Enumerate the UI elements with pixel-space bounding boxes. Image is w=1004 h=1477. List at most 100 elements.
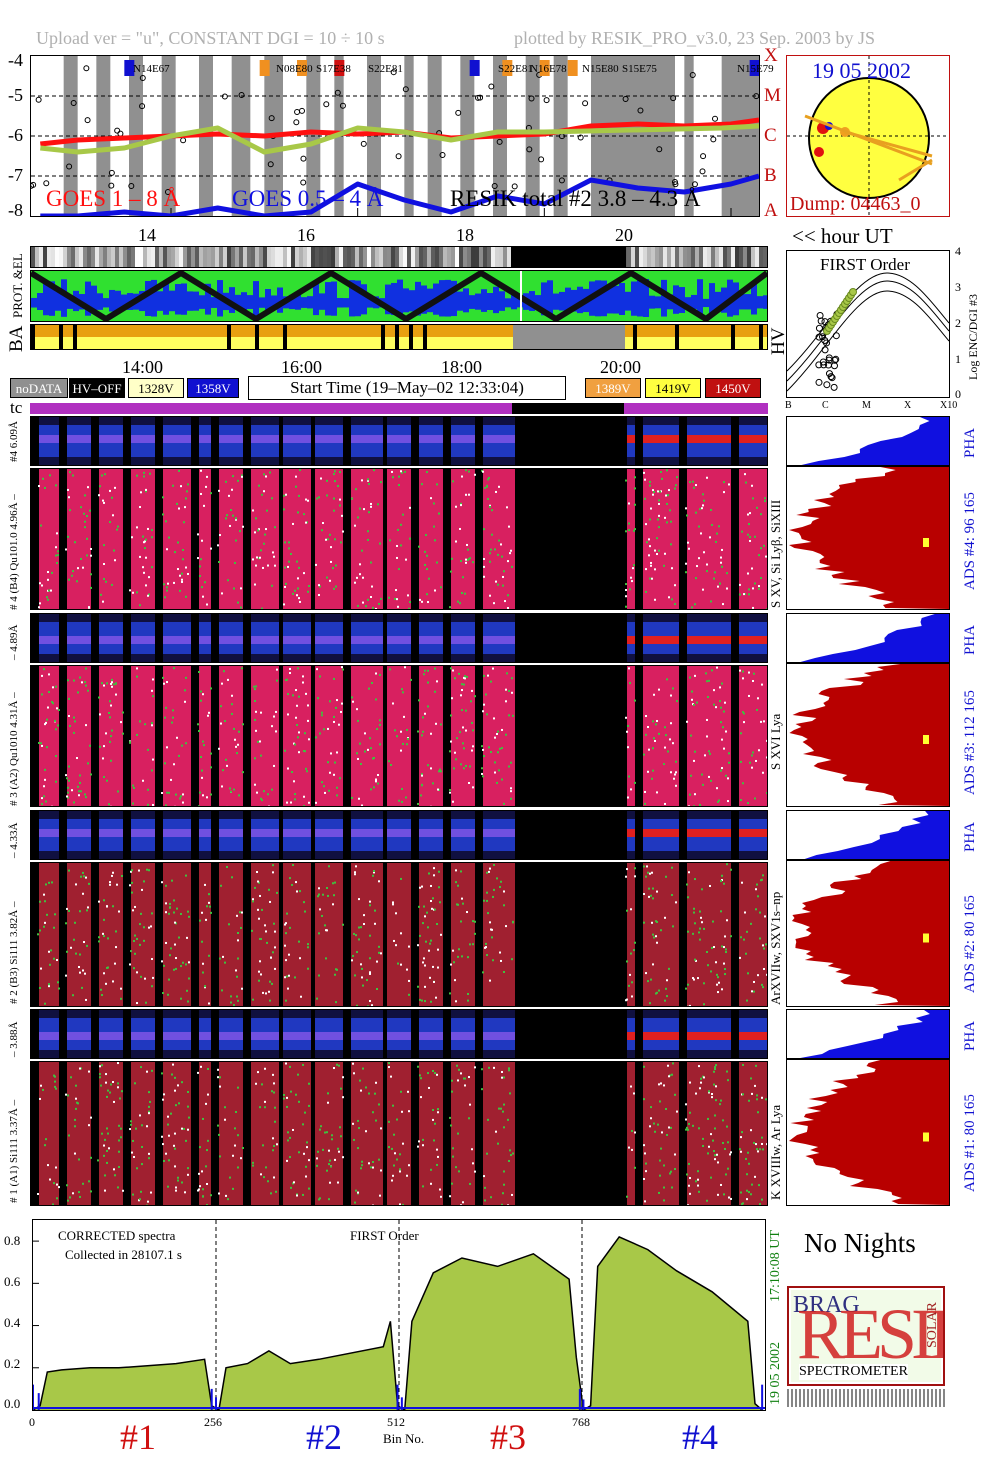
spec-dot [455, 505, 457, 508]
spec-dot [716, 532, 718, 535]
spec-dot [664, 999, 666, 1002]
spec-dot [151, 724, 153, 727]
pha-band-core [503, 1032, 507, 1040]
spec-dot [422, 716, 424, 719]
spec-dot [284, 923, 286, 926]
spec-dot [321, 914, 323, 917]
prot-green-bottom [499, 310, 505, 321]
spec-dot [235, 517, 237, 520]
spec-col [511, 863, 515, 1006]
spec-dot [766, 739, 767, 742]
pha-band-core [83, 435, 87, 443]
spec-dot [148, 593, 150, 596]
spec-dot [113, 549, 115, 552]
pha-band-core [231, 435, 235, 443]
spec-dot [687, 896, 689, 899]
spec-dot [290, 1090, 292, 1093]
spec-dot [143, 541, 145, 544]
event-marker-4 [469, 60, 480, 76]
spec-dot [256, 870, 258, 873]
el-cell [139, 247, 143, 267]
fo-point [815, 361, 823, 369]
spec-dot [101, 682, 103, 685]
pha-band-core [631, 1032, 635, 1040]
spec-dot [645, 875, 647, 878]
goes-scatter-point [114, 127, 121, 134]
prot-green-bottom [739, 309, 745, 321]
spec-dot [106, 905, 108, 908]
pha-band-core [111, 829, 115, 837]
spec-dot [363, 923, 365, 926]
spec-dot [756, 1148, 758, 1151]
spec-col [647, 666, 651, 806]
spec-dot [68, 714, 70, 717]
spec-col [43, 863, 47, 1006]
spec-dot [654, 568, 656, 571]
el-cell [407, 247, 411, 267]
goes-scatter-point [672, 181, 679, 188]
spec-dot [53, 1182, 55, 1185]
el-cell [315, 247, 319, 267]
goes-scatter-point [339, 102, 346, 109]
spec-dot [742, 1063, 744, 1066]
prot-green-bottom [673, 313, 679, 321]
spec-col [363, 863, 367, 1006]
spec-dot [455, 758, 457, 761]
spec-dot [467, 956, 469, 959]
el-cell [31, 247, 35, 267]
spec-col [715, 863, 719, 1006]
spec-dot [49, 1178, 51, 1181]
spec-dot [742, 677, 744, 680]
pha-band-core [439, 1032, 443, 1040]
spec-dot [407, 1090, 409, 1093]
spec-dot [502, 1110, 504, 1113]
spec-dot [643, 865, 645, 868]
spec-dot [749, 761, 751, 764]
spec-dot [493, 1066, 495, 1069]
spec-col [283, 666, 287, 806]
pha-band-core [359, 829, 363, 837]
spec-col [43, 666, 47, 806]
pha-band-core [131, 636, 135, 644]
spec-dot [202, 1188, 204, 1191]
spec-dot [308, 1082, 310, 1085]
spec-dot [723, 481, 725, 484]
goes-scatter-point [477, 94, 484, 101]
el-cell [631, 247, 635, 267]
spec-dot [458, 1170, 460, 1173]
spec-dot [260, 711, 262, 714]
spec-dot [218, 1192, 220, 1195]
spec-col [663, 863, 667, 1006]
spec-dot [71, 574, 73, 577]
spec-dot [262, 1144, 264, 1147]
spec-dot [143, 571, 145, 574]
pha-band-core [507, 1032, 511, 1040]
spec-col [387, 469, 391, 609]
spec-dot [221, 989, 223, 992]
spec-dot [485, 946, 487, 949]
spec-dot [715, 540, 717, 543]
pha-band-core [355, 435, 359, 443]
spec-dot [79, 1067, 81, 1070]
pha-band-core [755, 435, 759, 443]
spec-dot [376, 960, 378, 963]
spec-col [143, 666, 147, 806]
spec-dot [714, 1127, 716, 1130]
spec-dot [56, 707, 58, 710]
pha-band-core [451, 829, 455, 837]
spec-dot [373, 869, 375, 872]
spec-col [667, 469, 671, 609]
spec-dot [432, 782, 434, 785]
spec-dot [285, 922, 287, 925]
prot-el-label: PROT. &EL [10, 253, 25, 318]
pha-band-core [111, 1032, 115, 1040]
spec-dot [263, 490, 265, 493]
goes-series-2 [40, 123, 759, 155]
spec-dot [339, 1126, 341, 1129]
prot-green-bottom [583, 312, 589, 321]
spec-col [327, 863, 331, 1006]
spec-col [83, 469, 87, 609]
spec-dot [426, 568, 428, 571]
spec-col [715, 469, 719, 609]
pha-band-core [391, 435, 395, 443]
